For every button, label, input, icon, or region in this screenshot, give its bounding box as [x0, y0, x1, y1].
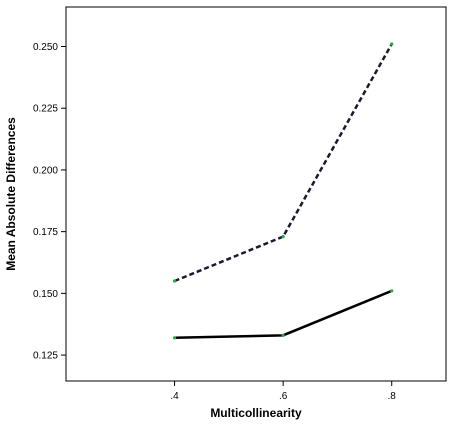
series-layer [172, 42, 394, 340]
y-tick-label: 0.150 [33, 289, 58, 300]
series-2-point [281, 333, 285, 337]
series-1-point [281, 234, 285, 239]
series-1-point [390, 42, 394, 46]
series-2-point [172, 336, 177, 340]
y-tick-label: 0.200 [33, 165, 58, 176]
y-tick-label: 0.175 [33, 227, 58, 238]
y-axis-title: Mean Absolute Differences [4, 117, 18, 271]
series-1-line [174, 43, 393, 283]
y-tick-label: 0.225 [33, 104, 58, 115]
y-tick-label: 0.250 [33, 42, 58, 53]
y-axis: 0.125 0.150 0.175 0.200 0.225 0.250 [33, 42, 66, 362]
x-axis: .4 .6 .8 [170, 381, 396, 402]
series-1-point [172, 279, 177, 283]
x-axis-title: Multicollinearity [210, 406, 302, 420]
x-tick-label: .6 [279, 391, 288, 402]
y-tick-label: 0.125 [33, 351, 58, 362]
x-tick-label: .4 [170, 391, 179, 402]
plot-area [65, 6, 447, 382]
series-2-point [390, 289, 394, 293]
x-tick-label: .8 [388, 391, 397, 402]
